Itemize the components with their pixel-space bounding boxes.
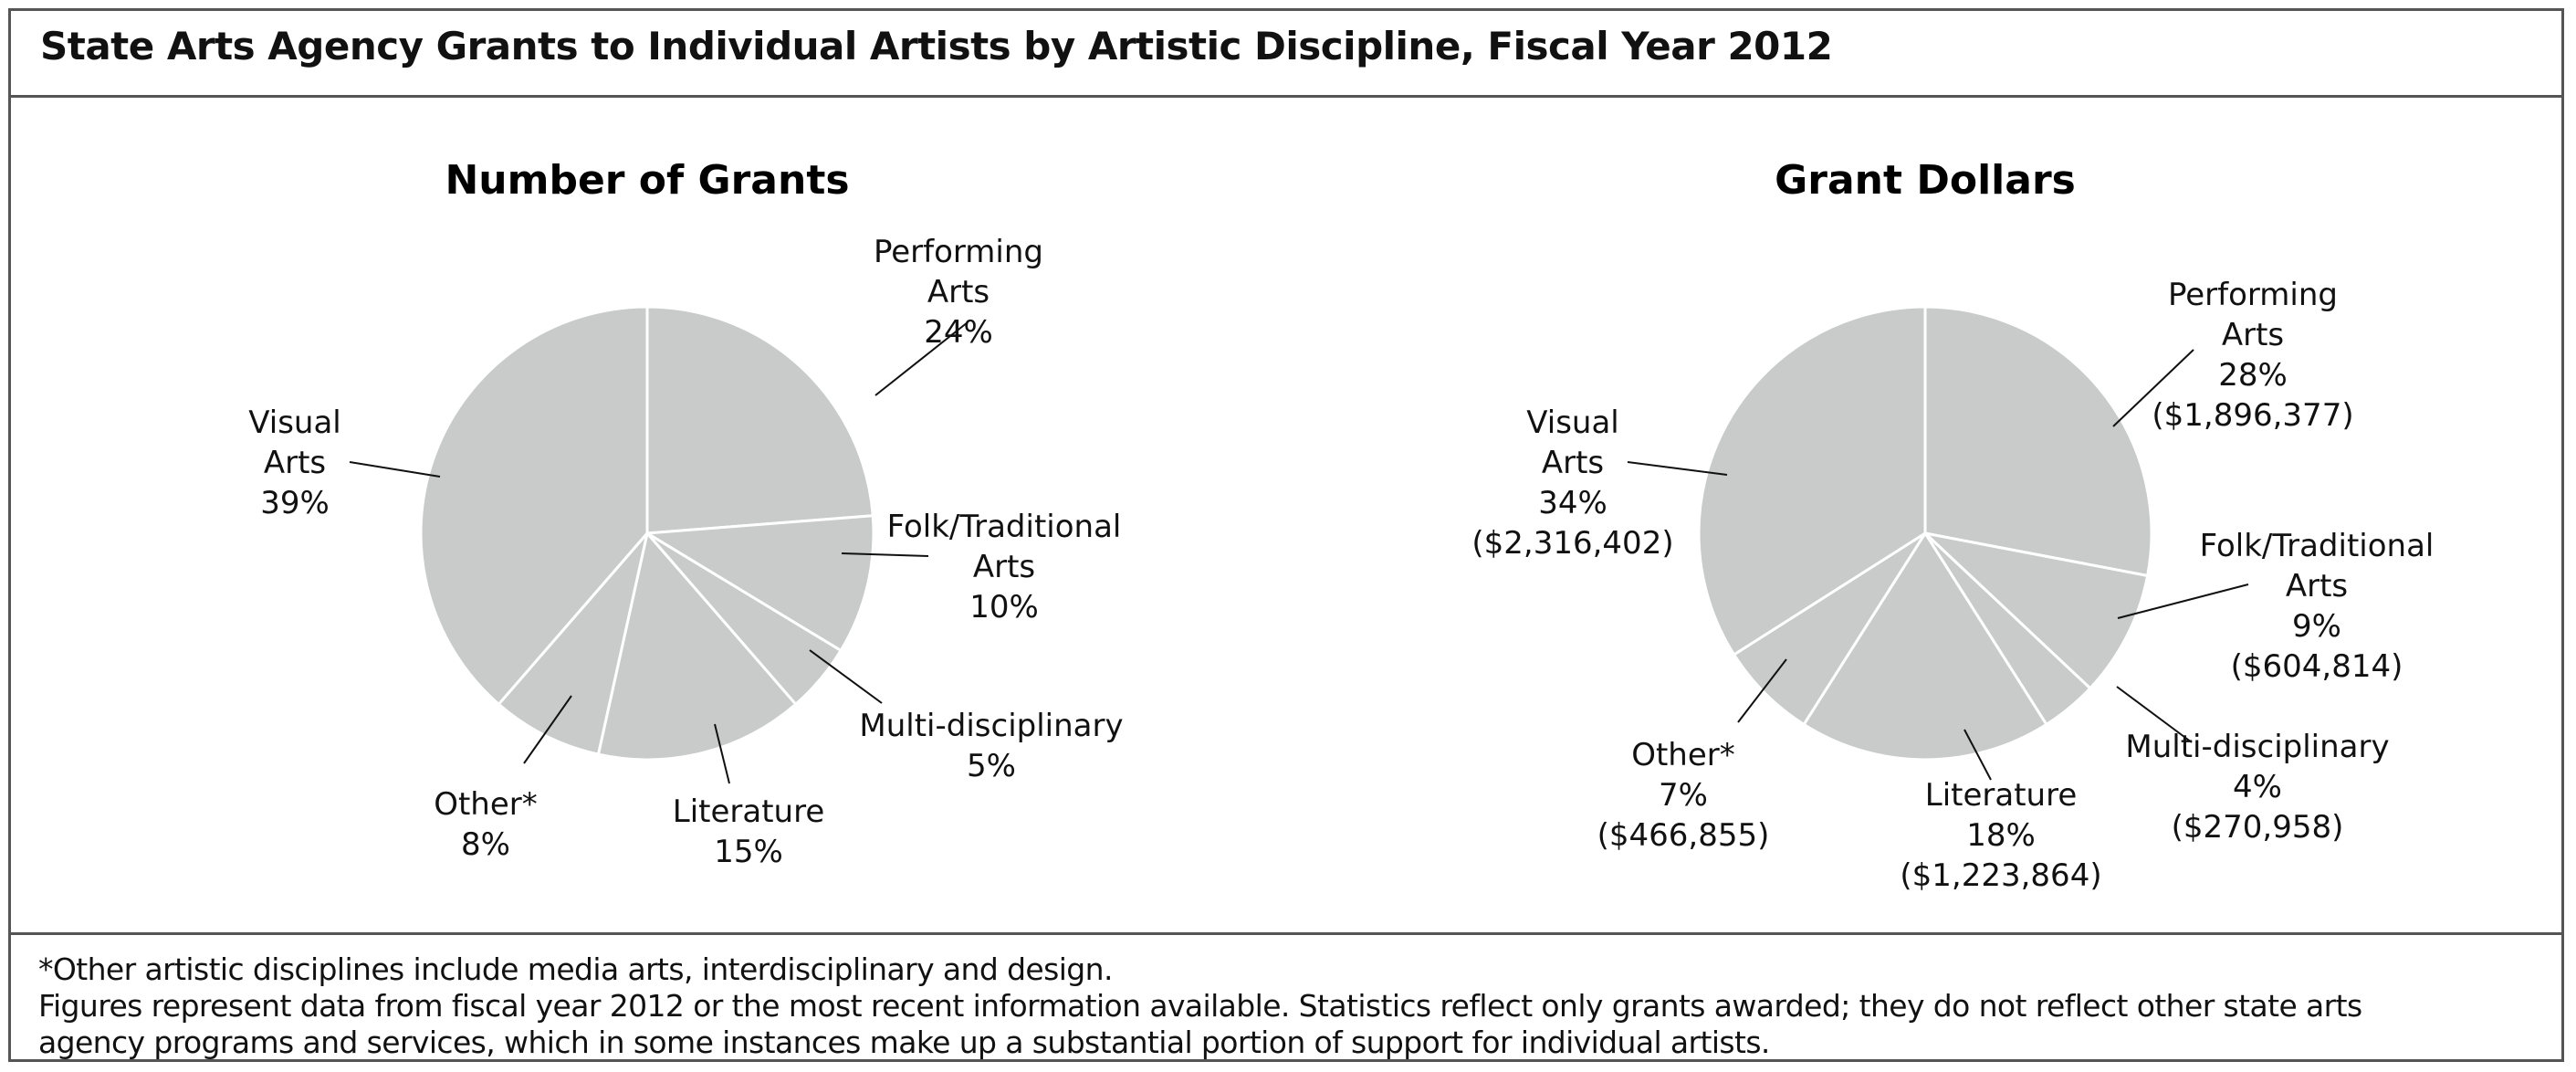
slice-label-line: 28% (2218, 357, 2288, 394)
figure-title: State Arts Agency Grants to Individual A… (40, 24, 1833, 68)
slice-label-line: Arts (927, 274, 990, 310)
footnote-data-note-continued: agency programs and services, which in s… (38, 1025, 1770, 1060)
leader-line-visual (349, 461, 441, 478)
slice-label-line: Arts (2286, 568, 2348, 604)
pie-charts: Number of Grants Performing Arts 24% Folk/Tr… (248, 157, 2434, 894)
slice-label-other: Other* 8% (434, 786, 538, 863)
slice-label-line: 39% (260, 485, 330, 521)
slice-label-line: 4% (2233, 769, 2282, 805)
leader-line-visual (1627, 461, 1728, 476)
leader-line-performing (2112, 349, 2194, 427)
slice-label-multi-disciplinary: Multi-disciplinary 4% ($270,958) (2125, 729, 2389, 846)
slice-label-line: 9% (2292, 608, 2341, 645)
slice-label-line: Arts (264, 445, 326, 481)
leader-line-literature (714, 723, 730, 784)
slice-label-line: Literature (1925, 777, 2077, 814)
slice-label-line: ($2,316,402) (1471, 525, 1673, 562)
slice-label-line: ($466,855) (1597, 817, 1770, 854)
pie-slice-other (497, 532, 649, 756)
slice-label-line: Visual (1526, 405, 1619, 441)
slice-label-other: Other* 7% ($466,855) (1597, 737, 1770, 854)
grant-dollars-chart: Grant Dollars Performing Arts 28% ($1,896,37… (1471, 157, 2434, 894)
slice-label-line: Multi-disciplinary (859, 708, 1123, 744)
title-band: State Arts Agency Grants to Individual A… (11, 11, 2561, 98)
pie-slice-literature (1802, 531, 2048, 762)
slice-label-visual: Visual Arts 39% (248, 405, 341, 521)
slice-label-line: Arts (973, 549, 1035, 585)
pie-slice-visual (1697, 305, 1927, 657)
slice-label-line: Multi-disciplinary (2125, 729, 2389, 765)
pie-slice-folk-traditional (643, 514, 875, 653)
leader-line-multi-disciplinary (809, 649, 883, 704)
leader-line-literature (1963, 729, 1992, 781)
chart-title: Grant Dollars (1775, 157, 2076, 204)
slice-label-line: Folk/Traditional (2200, 528, 2435, 564)
charts-area: Number of Grants Performing Arts 24% Folk/Tr… (11, 98, 2561, 938)
chart-title: Number of Grants (445, 157, 849, 204)
footnote-other-definition: *Other artistic disciplines include medi… (38, 951, 1113, 987)
leader-line-multi-disciplinary (2116, 686, 2193, 743)
pie-slice-visual (419, 305, 649, 707)
leader-line-folk-traditional (2117, 583, 2249, 619)
slice-label-line: 10% (969, 589, 1039, 625)
slice-label-line: ($604,814) (2231, 648, 2403, 685)
slice-label-line: Visual (248, 405, 341, 441)
slice-label-performing: Performing Arts 24% (874, 234, 1043, 351)
pie-slice-performing (1923, 305, 2153, 578)
slice-label-line: Folk/Traditional (887, 509, 1122, 545)
slice-label-line: Arts (2222, 317, 2284, 353)
slice-label-line: 15% (714, 834, 783, 870)
slice-label-line: 5% (967, 748, 1016, 784)
slice-label-line: Performing (2168, 277, 2338, 313)
pie-slice-performing (645, 305, 874, 535)
slice-label-line: 24% (924, 314, 993, 351)
slice-label-line: Other* (434, 786, 538, 823)
slice-label-literature: Literature 15% (673, 793, 824, 870)
slice-label-line: ($1,223,864) (1900, 857, 2101, 894)
pie-slice-other (1732, 531, 1927, 727)
figure-frame: State Arts Agency Grants to Individual A… (8, 8, 2564, 1062)
pie-slice-folk-traditional (1921, 531, 2150, 690)
slice-label-line: 34% (1538, 485, 1607, 521)
number-of-grants-chart: Number of Grants Performing Arts 24% Folk/Tr… (248, 157, 1123, 870)
leader-line-performing (874, 321, 969, 396)
slice-label-line: Other* (1631, 737, 1735, 773)
slice-label-line: 7% (1659, 777, 1708, 814)
slice-label-line: Performing (874, 234, 1043, 270)
slice-label-line: Arts (1542, 445, 1604, 481)
slice-label-folk-traditional: Folk/Traditional Arts 10% (887, 509, 1122, 625)
leader-line-folk-traditional (841, 552, 929, 557)
leader-line-other (523, 695, 572, 764)
footnote-data-note: Figures represent data from fiscal year … (38, 988, 2362, 1024)
slice-label-line: ($270,958) (2172, 809, 2344, 846)
slice-label-line: 18% (1966, 817, 2036, 854)
slice-label-folk-traditional: Folk/Traditional Arts 9% ($604,814) (2200, 528, 2435, 685)
slice-label-line: ($1,896,377) (2152, 397, 2353, 434)
slice-label-performing: Performing Arts 28% ($1,896,377) (2152, 277, 2353, 434)
leader-line-other (1737, 658, 1787, 723)
pie-slice-literature (596, 530, 798, 762)
slice-label-literature: Literature 18% ($1,223,864) (1900, 777, 2101, 894)
slice-label-multi-disciplinary: Multi-disciplinary 5% (859, 708, 1123, 784)
slice-label-line: Literature (673, 793, 824, 830)
slice-label-visual: Visual Arts 34% ($2,316,402) (1471, 405, 1673, 562)
slice-label-line: 8% (461, 826, 510, 863)
footnotes: *Other artistic disciplines include medi… (11, 932, 2561, 1062)
